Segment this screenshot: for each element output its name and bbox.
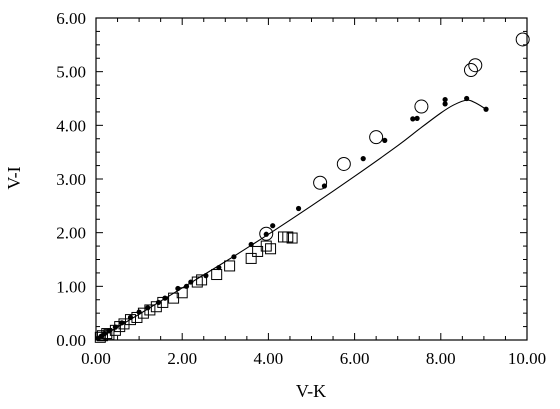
open-square-point — [211, 269, 223, 281]
x-tick-label: 4.00 — [254, 349, 284, 368]
open-circle-point — [369, 130, 384, 145]
filled-circle-point — [442, 101, 448, 107]
open-square-point — [109, 324, 121, 336]
filled-circle-point — [321, 183, 328, 189]
filled-circle-point — [102, 330, 108, 337]
fit-curve-layer — [95, 99, 487, 341]
open-square-point — [137, 307, 149, 319]
filled-circle-point — [162, 295, 168, 301]
filled-circle-point — [248, 241, 254, 248]
x-tick-label: 10.00 — [508, 349, 546, 368]
x-axis-title: V-K — [296, 381, 326, 401]
axes: 0.00 2.00 4.00 6.00 8.00 10.00 0.00 1.00 2.00 3.0… — [56, 9, 546, 368]
open-circle-point — [259, 226, 274, 241]
open-square-point — [282, 231, 294, 243]
filled-circle-point — [216, 264, 222, 271]
open-square-point — [131, 311, 143, 323]
filled-circle-point — [442, 96, 448, 103]
open-square-point — [118, 318, 130, 330]
open-square-point — [245, 252, 257, 264]
y-tick-label: 5.00 — [56, 63, 86, 82]
open-square-point — [96, 330, 108, 342]
filled-circle-point — [295, 205, 302, 212]
open-circle-point — [468, 58, 483, 73]
open-square-point — [286, 232, 298, 244]
y-tick-label: 6.00 — [56, 9, 86, 28]
open-square-point — [94, 331, 106, 343]
filled-circle-point — [270, 223, 276, 229]
y-tick-label: 2.00 — [56, 224, 86, 243]
filled-circle-point — [410, 116, 416, 122]
open-square-point — [144, 304, 156, 316]
filled-circle-point — [155, 299, 162, 306]
x-tick-label: 2.00 — [167, 349, 197, 368]
open-square-point — [103, 329, 115, 341]
x-tick-label: 8.00 — [426, 349, 456, 368]
filled-circle-point — [119, 320, 125, 326]
y-tick-label: 4.00 — [56, 116, 86, 135]
filled-circle-point — [175, 285, 181, 292]
open-square-point — [196, 274, 208, 286]
open-square-point — [124, 314, 136, 326]
filled-circle-point — [414, 115, 420, 121]
open-square-point — [101, 328, 113, 340]
plot-frame — [95, 17, 528, 341]
filled-circle-point — [231, 254, 237, 260]
open-square-point — [176, 287, 188, 299]
y-axis-title: V-I — [4, 166, 24, 189]
filled-circle-point — [464, 95, 470, 102]
open-circle-point — [463, 63, 478, 78]
filled-circle-point — [360, 156, 366, 162]
x-tick-label: 0.00 — [81, 349, 111, 368]
open-square-point — [191, 276, 203, 288]
filled-circle-point — [263, 231, 269, 237]
filled-circle-point — [483, 106, 489, 112]
open-circle-point — [336, 156, 351, 171]
open-circle-point — [313, 175, 328, 190]
y-tick-label: 1.00 — [56, 277, 86, 296]
data-points — [94, 32, 530, 343]
open-circle-point — [414, 99, 429, 114]
open-square-point — [150, 301, 162, 313]
filled-circle-point — [203, 273, 209, 279]
fit-curve-line — [95, 99, 487, 341]
filled-circle-point — [382, 137, 388, 143]
x-tick-label: 6.00 — [340, 349, 370, 368]
open-square-point — [157, 296, 169, 308]
y-tick-label: 0.00 — [56, 331, 86, 350]
open-circle-point — [515, 32, 530, 47]
open-square-point — [114, 321, 126, 333]
y-tick-label: 3.00 — [56, 170, 86, 189]
open-square-point — [224, 260, 236, 272]
open-square-point — [265, 243, 277, 255]
open-square-point — [260, 240, 272, 252]
